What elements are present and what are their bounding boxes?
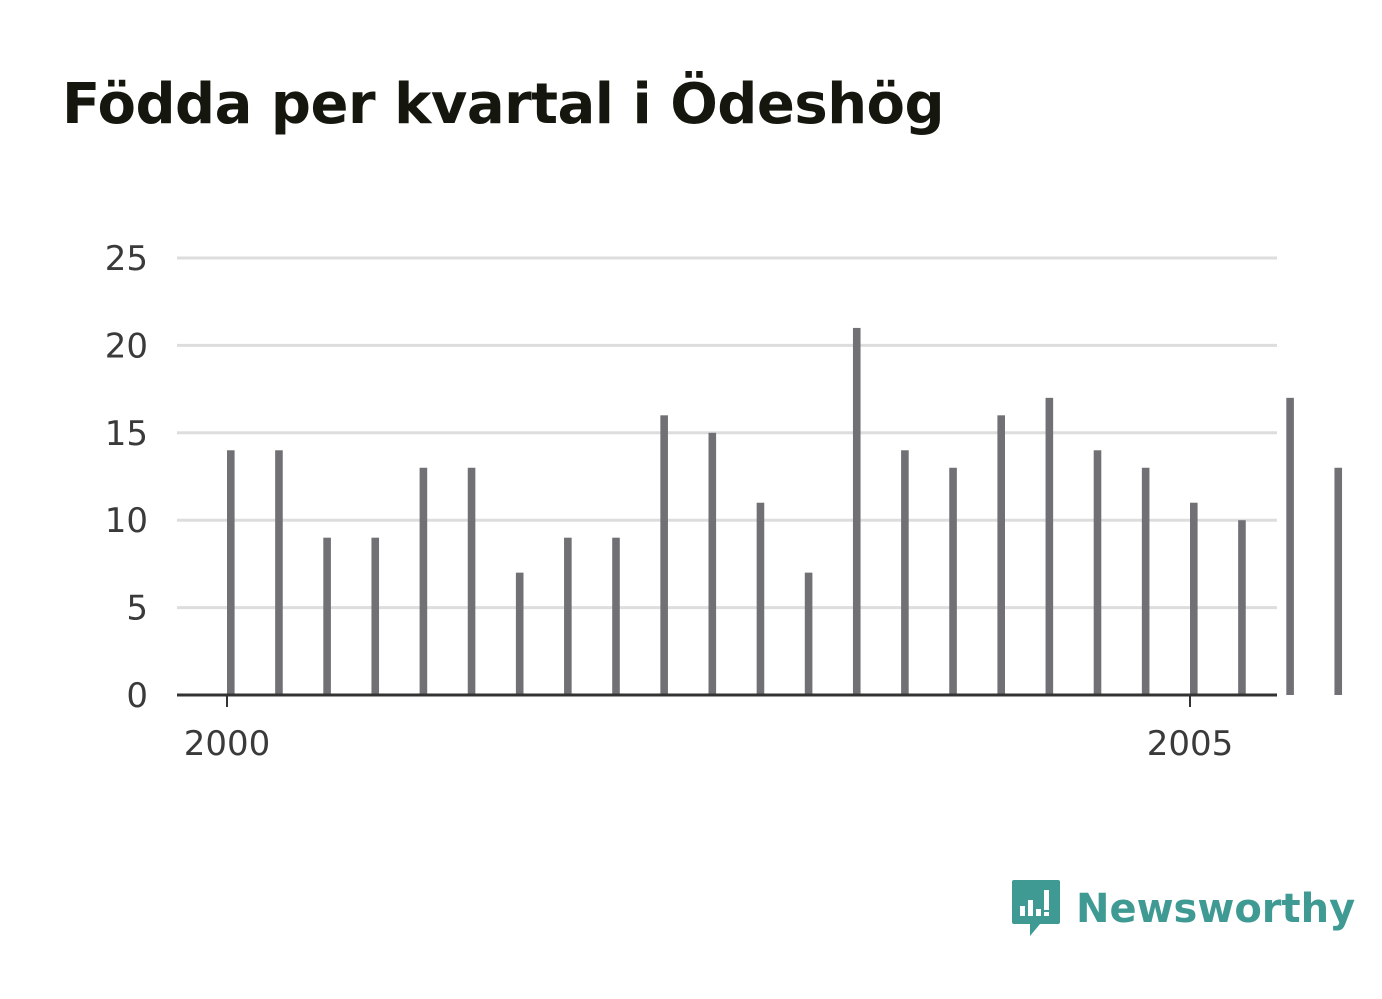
brand-name: Newsworthy: [1076, 886, 1356, 932]
bar: [419, 467, 428, 695]
bar: [1093, 450, 1102, 695]
bar: [949, 467, 957, 695]
bar: [708, 432, 717, 695]
x-axis: 200020052010201520202025: [177, 693, 1277, 764]
bar: [227, 450, 235, 695]
bar: [564, 537, 572, 695]
bar: [1238, 520, 1246, 695]
bar: [852, 327, 861, 695]
bar: [804, 572, 813, 695]
chart-title: Födda per kvartal i Ödeshög: [62, 72, 945, 137]
bar: [1286, 397, 1294, 695]
bar: [756, 502, 765, 695]
bar: [323, 537, 331, 695]
bar: [901, 450, 909, 695]
newsworthy-logo-icon: [1012, 880, 1060, 936]
bar: [515, 572, 524, 695]
x-tick-label: 2005: [1147, 724, 1234, 764]
x-tick-label: 2000: [184, 724, 271, 764]
bar: [660, 415, 668, 695]
y-tick-label: 10: [105, 501, 148, 541]
y-tick-label: 20: [105, 326, 148, 366]
bar: [371, 537, 380, 695]
bar: [997, 415, 1005, 695]
bar: [612, 537, 620, 695]
gridlines: [177, 256, 1277, 610]
bar: [467, 467, 476, 695]
newsworthy-logo: Newsworthy: [1010, 878, 1355, 940]
bar: [1334, 467, 1343, 695]
y-tick-label: 5: [126, 589, 148, 629]
bar: [1045, 397, 1054, 695]
y-tick-label: 25: [105, 239, 148, 279]
y-axis: 0 5 10 15 20 25: [105, 239, 148, 716]
bars: [227, 327, 1343, 695]
y-tick-label: 15: [105, 414, 148, 454]
y-tick-label: 0: [126, 676, 148, 716]
bar: [275, 450, 283, 695]
bar: [1190, 502, 1198, 695]
bar: [1141, 467, 1150, 695]
